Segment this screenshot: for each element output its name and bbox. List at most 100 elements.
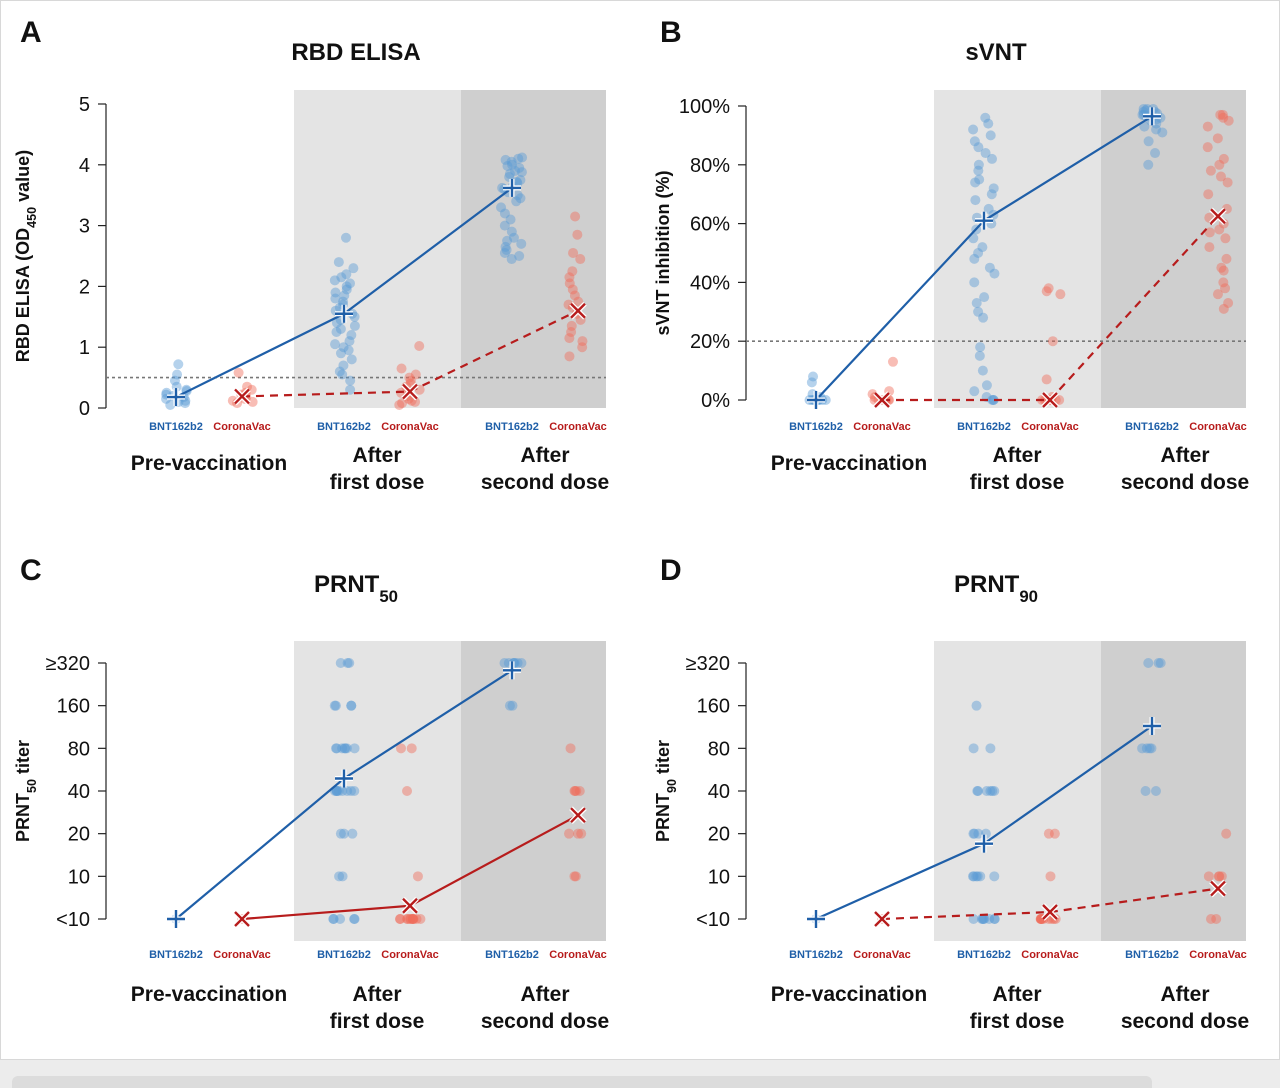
data-point-coronavac xyxy=(408,914,419,924)
data-point-bnt162b2 xyxy=(975,871,986,882)
data-point-coronavac xyxy=(1202,121,1213,132)
data-point-bnt162b2 xyxy=(346,354,357,365)
mean-marker-plus xyxy=(335,769,353,788)
data-point-coronavac xyxy=(410,396,421,407)
data-point-bnt162b2 xyxy=(330,287,341,298)
y-tick-label: 3 xyxy=(79,216,90,238)
data-point-bnt162b2 xyxy=(515,175,526,185)
data-point-bnt162b2 xyxy=(973,248,984,258)
data-point-coronavac xyxy=(1218,277,1229,288)
data-point-bnt162b2 xyxy=(337,786,348,796)
band-after-second-dose xyxy=(461,90,606,408)
mean-marker-cross xyxy=(873,391,891,409)
data-point-coronavac xyxy=(1213,871,1224,882)
y-tick-label: 10 xyxy=(68,866,90,888)
y-tick-label: 80% xyxy=(690,155,730,177)
data-point-coronavac xyxy=(1223,115,1234,126)
data-point-bnt162b2 xyxy=(988,395,999,405)
group-label: After xyxy=(1160,983,1209,1006)
group-label: Pre-vaccination xyxy=(771,452,927,475)
data-point-bnt162b2 xyxy=(339,743,350,754)
group-label: second dose xyxy=(1121,1010,1249,1033)
y-tick-label: <10 xyxy=(696,909,730,931)
data-point-bnt162b2 xyxy=(970,177,981,188)
data-point-coronavac xyxy=(1218,265,1229,276)
data-point-coronavac xyxy=(569,871,580,882)
data-point-bnt162b2 xyxy=(507,700,518,711)
x-label-coronavac: CoronaVac xyxy=(549,421,606,433)
data-point-coronavac xyxy=(1204,242,1215,253)
panel-c: C PRNT50 <10 10 20 40 80 160 ≥320 PRNT50 titer BNT… xyxy=(13,554,609,1033)
mean-marker-cross xyxy=(1209,207,1227,226)
data-point-coronavac xyxy=(242,381,253,392)
data-point-bnt162b2 xyxy=(1143,136,1154,147)
data-point-coronavac xyxy=(405,375,416,386)
x-label-coronavac: CoronaVac xyxy=(1189,421,1246,433)
data-point-bnt162b2 xyxy=(506,226,517,237)
x-label-bnt162b2: BNT162b2 xyxy=(957,949,1011,961)
data-point-coronavac xyxy=(407,914,418,924)
data-point-bnt162b2 xyxy=(1151,124,1162,135)
panel-letter: D xyxy=(660,554,682,587)
data-point-bnt162b2 xyxy=(340,743,351,754)
y-tick-label: 160 xyxy=(57,696,90,718)
data-point-bnt162b2 xyxy=(506,156,517,167)
data-point-bnt162b2 xyxy=(983,118,994,129)
x-label-coronavac: CoronaVac xyxy=(381,949,438,961)
data-point-bnt162b2 xyxy=(502,161,513,172)
chart-title: sVNT xyxy=(965,39,1027,66)
mean-marker-plus xyxy=(975,834,993,853)
data-point-coronavac xyxy=(564,333,575,344)
data-point-coronavac xyxy=(404,914,415,924)
data-point-bnt162b2 xyxy=(973,142,984,153)
data-point-bnt162b2 xyxy=(348,263,359,274)
data-point-bnt162b2 xyxy=(346,700,357,711)
data-point-bnt162b2 xyxy=(1139,121,1150,132)
data-point-bnt162b2 xyxy=(806,377,817,388)
data-point-coronavac xyxy=(1041,286,1052,297)
data-point-bnt162b2 xyxy=(499,208,510,219)
data-point-bnt162b2 xyxy=(1144,743,1155,754)
group-label: second dose xyxy=(1121,471,1249,494)
mean-marker-cross xyxy=(569,301,587,320)
data-point-bnt162b2 xyxy=(516,658,527,668)
group-label: After xyxy=(1160,444,1209,467)
data-point-bnt162b2 xyxy=(1143,159,1154,170)
panel-a: A RBD ELISA 0 1 2 3 4 5 RBD ELISA (OD450 value) B… xyxy=(13,16,609,494)
mean-marker-plus xyxy=(1143,716,1161,735)
data-point-bnt162b2 xyxy=(978,914,989,924)
data-point-bnt162b2 xyxy=(971,871,982,882)
data-point-coronavac xyxy=(572,229,583,240)
mean-marker-cross xyxy=(233,910,251,928)
data-point-bnt162b2 xyxy=(335,914,346,924)
data-point-bnt162b2 xyxy=(331,327,342,337)
y-tick-label: 5 xyxy=(79,94,90,116)
data-point-coronavac xyxy=(1218,153,1229,164)
data-point-bnt162b2 xyxy=(512,190,523,201)
data-point-bnt162b2 xyxy=(341,743,352,754)
data-point-bnt162b2 xyxy=(987,395,998,405)
data-point-bnt162b2 xyxy=(504,700,515,711)
data-point-bnt162b2 xyxy=(346,700,357,711)
data-point-bnt162b2 xyxy=(969,828,980,839)
data-point-coronavac xyxy=(576,828,587,839)
data-point-bnt162b2 xyxy=(968,871,979,882)
data-point-coronavac xyxy=(1221,828,1232,839)
data-point-bnt162b2 xyxy=(500,241,511,252)
data-point-coronavac xyxy=(566,320,577,331)
data-point-bnt162b2 xyxy=(336,272,347,283)
data-point-bnt162b2 xyxy=(500,154,511,165)
x-label-bnt162b2: BNT162b2 xyxy=(149,421,203,433)
data-point-bnt162b2 xyxy=(974,350,985,361)
data-point-coronavac xyxy=(1214,224,1225,235)
data-point-coronavac xyxy=(415,914,426,924)
data-point-bnt162b2 xyxy=(1150,786,1161,796)
band-after-first-dose xyxy=(934,641,1101,941)
data-point-coronavac xyxy=(575,254,586,265)
y-tick-label: 20% xyxy=(690,331,730,353)
data-point-bnt162b2 xyxy=(514,162,525,173)
mean-marker-plus xyxy=(1143,107,1161,126)
data-point-bnt162b2 xyxy=(507,159,518,170)
data-point-bnt162b2 xyxy=(969,136,980,147)
band-after-first-dose xyxy=(934,90,1101,408)
